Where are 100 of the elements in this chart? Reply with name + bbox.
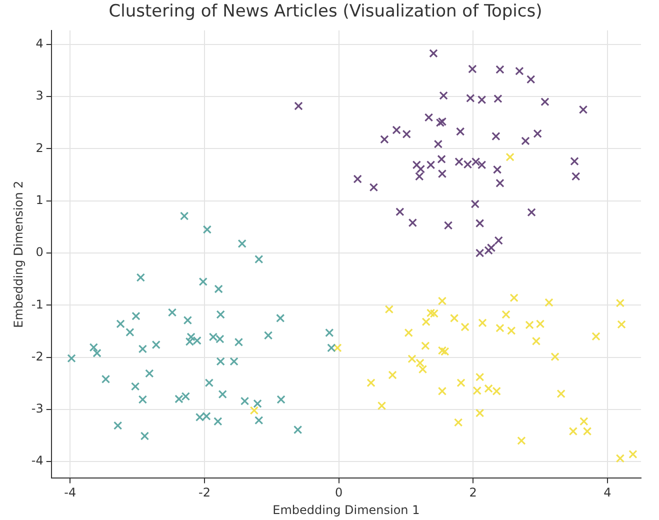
point: [181, 392, 190, 401]
point: [484, 384, 493, 393]
point: [408, 354, 416, 364]
point: [478, 95, 486, 104]
point: [422, 317, 430, 326]
x-axis-title: Embedding Dimension 1: [272, 502, 420, 517]
y-tick-label: -2: [31, 349, 44, 364]
point: [152, 340, 160, 350]
point: [204, 378, 214, 388]
y-tick-label: 3: [36, 88, 44, 103]
point: [475, 218, 484, 228]
point: [67, 354, 76, 363]
point: [533, 129, 542, 138]
point: [421, 341, 430, 350]
point: [89, 343, 98, 352]
point: [140, 432, 150, 440]
x-tick-label: -2: [198, 486, 210, 500]
point: [424, 113, 434, 122]
point: [616, 454, 625, 463]
y-tick-label: -1: [31, 297, 44, 312]
point: [454, 157, 464, 166]
point: [294, 102, 303, 110]
point: [264, 331, 273, 340]
point: [496, 178, 504, 188]
point: [240, 396, 250, 406]
point: [396, 207, 404, 216]
point: [369, 182, 378, 192]
point: [617, 320, 626, 329]
point: [404, 328, 413, 338]
point: [472, 386, 482, 395]
point: [380, 135, 389, 144]
point: [234, 338, 244, 346]
y-tick-label: 4: [36, 36, 44, 51]
x-tick-label: 4: [604, 486, 612, 500]
point: [570, 156, 579, 166]
point: [214, 417, 222, 426]
x-tick-label: 2: [469, 486, 477, 500]
point: [471, 157, 480, 166]
point: [92, 348, 102, 358]
point: [276, 314, 285, 322]
point: [333, 344, 342, 352]
point: [456, 378, 466, 388]
point: [438, 346, 447, 355]
point: [470, 200, 480, 208]
point: [126, 328, 134, 337]
point: [580, 417, 588, 426]
x-tick-label: -4: [64, 486, 76, 500]
point: [402, 130, 411, 138]
point: [180, 212, 189, 220]
point: [114, 421, 122, 430]
y-axis-title: Embedding Dimension 2: [11, 180, 26, 328]
y-tick-label: 1: [36, 192, 44, 207]
point: [408, 218, 418, 228]
point: [507, 326, 516, 336]
point: [208, 332, 218, 342]
point: [521, 136, 530, 146]
point: [168, 308, 177, 317]
point: [174, 394, 184, 404]
point: [434, 140, 443, 148]
point: [475, 372, 484, 382]
point: [214, 284, 223, 294]
point: [440, 347, 450, 356]
point: [450, 314, 459, 322]
x-tick-label: 0: [334, 486, 343, 500]
point: [536, 320, 545, 328]
point: [250, 406, 259, 415]
point: [138, 344, 148, 354]
point: [484, 246, 493, 255]
point: [540, 97, 550, 106]
point: [572, 172, 580, 181]
point: [526, 75, 536, 84]
point: [439, 91, 448, 100]
point: [276, 395, 286, 404]
point: [515, 66, 524, 76]
point: [412, 160, 422, 170]
point: [475, 408, 484, 418]
point: [510, 293, 518, 302]
point: [388, 370, 397, 380]
point: [494, 94, 502, 104]
point: [444, 221, 453, 230]
point: [468, 64, 477, 74]
point: [527, 208, 536, 217]
point: [145, 369, 154, 378]
point: [293, 425, 302, 434]
point: [582, 426, 592, 436]
point: [392, 126, 401, 134]
point: [496, 65, 504, 74]
point: [544, 298, 554, 307]
point: [136, 273, 146, 282]
point: [130, 382, 140, 391]
point: [616, 298, 625, 308]
point: [496, 324, 504, 332]
point: [492, 165, 502, 174]
point: [216, 357, 225, 366]
point: [438, 117, 447, 126]
point: [494, 236, 503, 245]
y-tick-label: 2: [36, 140, 44, 155]
point: [195, 412, 204, 422]
y-tick-label: -4: [31, 454, 44, 468]
point: [230, 357, 238, 366]
